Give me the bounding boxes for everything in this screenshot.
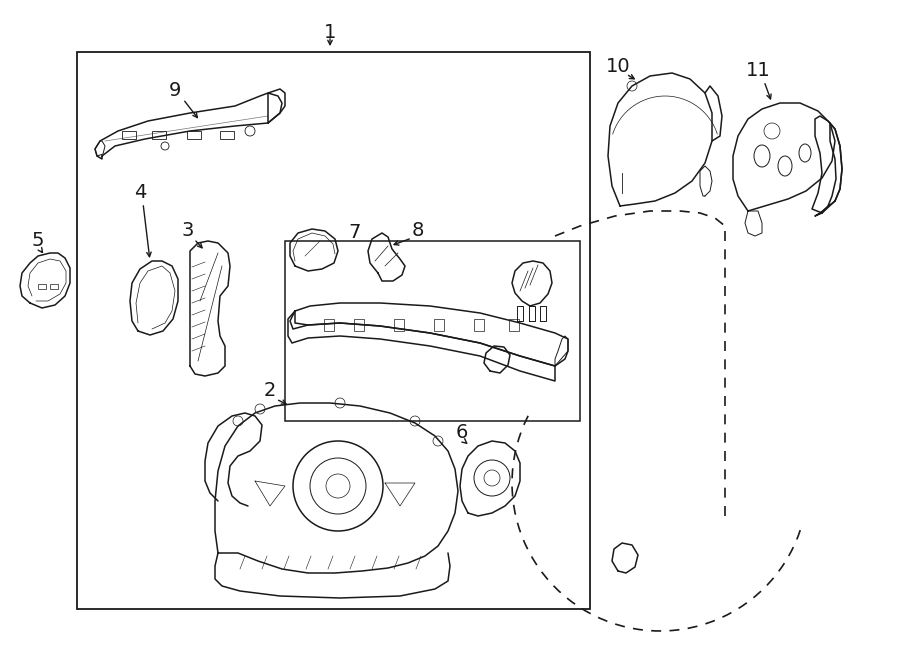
Bar: [324, 319, 334, 331]
Text: 4: 4: [134, 184, 146, 202]
Bar: [434, 319, 444, 331]
Bar: [50, 284, 58, 289]
Text: 7: 7: [349, 223, 361, 243]
Bar: [394, 319, 404, 331]
Text: 5: 5: [32, 231, 44, 251]
Bar: [220, 131, 234, 139]
Text: 6: 6: [455, 424, 468, 442]
Bar: [77, 52, 590, 609]
Text: 9: 9: [169, 81, 181, 100]
Text: 3: 3: [182, 221, 194, 241]
Bar: [354, 319, 364, 331]
Bar: [152, 131, 166, 139]
Text: 11: 11: [745, 61, 770, 81]
Bar: [285, 241, 580, 421]
Bar: [509, 319, 519, 331]
Text: 1: 1: [324, 24, 337, 42]
Bar: [122, 131, 136, 139]
Bar: [38, 284, 46, 289]
Text: 8: 8: [412, 221, 424, 241]
Text: 10: 10: [606, 56, 630, 75]
Bar: [474, 319, 484, 331]
Bar: [187, 131, 201, 139]
Text: 2: 2: [264, 381, 276, 401]
